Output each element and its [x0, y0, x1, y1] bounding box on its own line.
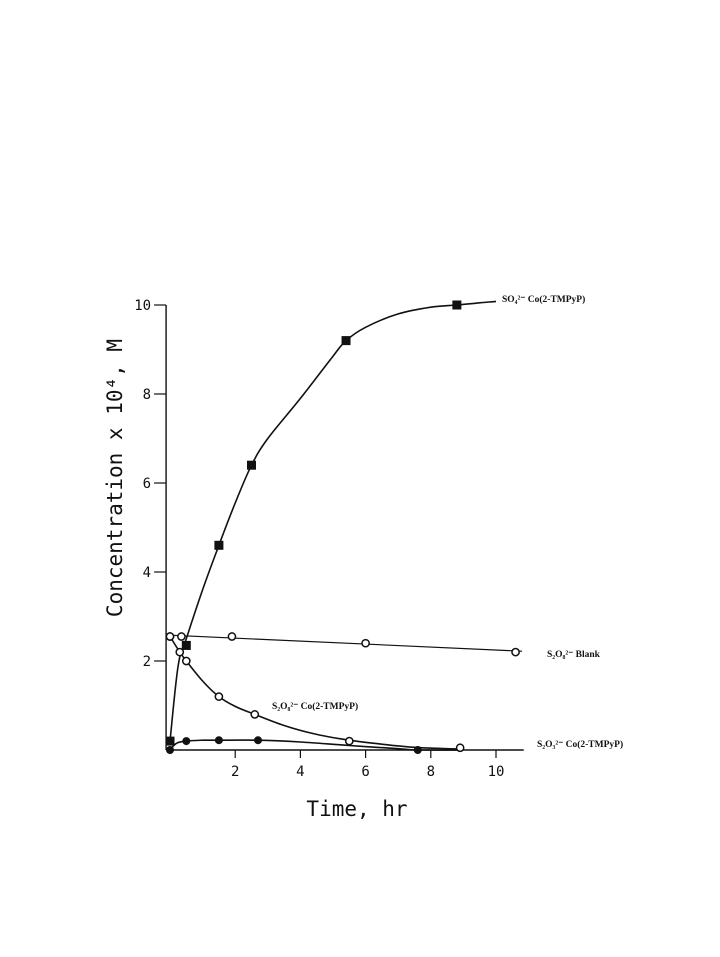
data-point-sulfate-cotmpyp — [452, 300, 462, 310]
data-point-persulfate-blank — [177, 632, 186, 641]
chart-axes: 2 4 6 8 10 2 4 6 8 10 Time, hr Concentration x 10⁴,… — [103, 298, 524, 821]
data-point-persulfate-cotmpyp — [344, 736, 354, 746]
data-point-thiosulfate-cotmpyp — [182, 737, 191, 746]
x-axis-title: Time, hr — [306, 797, 407, 821]
series-label-thiosulfate-cotmpyp: S₂O₃²⁻ Co(2-TMPyP) — [537, 739, 623, 750]
data-point-persulfate-cotmpyp — [175, 647, 185, 657]
y-tick-label: 6 — [143, 476, 151, 492]
data-point-thiosulfate-cotmpyp — [214, 736, 223, 745]
data-point-thiosulfate-cotmpyp — [166, 746, 174, 754]
data-point-thiosulfate-cotmpyp — [254, 736, 263, 745]
series-label-persulfate-blank: S₂O₈²⁻ Blank — [547, 650, 601, 660]
data-point-thiosulfate-cotmpyp — [413, 746, 422, 754]
y-tick-label: 8 — [143, 387, 151, 403]
data-point-persulfate-cotmpyp — [455, 743, 465, 753]
data-point-sulfate-cotmpyp — [214, 540, 224, 550]
y-tick-label: 10 — [134, 298, 151, 314]
x-tick-label: 6 — [361, 764, 369, 780]
series-label-sulfate-cotmpyp: SO₄²⁻ Co(2-TMPyP) — [502, 294, 585, 305]
series-line-sulfate-cotmpyp — [169, 300, 497, 742]
x-tick-label: 2 — [231, 764, 239, 780]
series-line-persulfate-cotmpyp — [169, 636, 464, 750]
chart-markers — [165, 300, 520, 754]
y-tick-label: 2 — [143, 654, 151, 670]
chart-labels: SO₄²⁻ Co(2-TMPyP) S₂O₈²⁻ Blank S₂O₈²⁻ Co(2… — [272, 294, 623, 750]
data-point-persulfate-blank — [361, 638, 370, 648]
data-point-sulfate-cotmpyp — [165, 736, 175, 746]
data-point-persulfate-blank — [511, 647, 520, 657]
data-point-sulfate-cotmpyp — [181, 640, 191, 650]
x-tick-label: 4 — [296, 764, 304, 780]
x-tick-label: 10 — [488, 764, 505, 780]
series-label-persulfate-cotmpyp: S₂O₈²⁻ Co(2-TMPyP) — [272, 701, 358, 712]
x-tick-label: 8 — [427, 764, 435, 780]
series-line-persulfate-blank — [169, 634, 523, 652]
data-point-persulfate-cotmpyp — [250, 710, 260, 719]
data-point-persulfate-blank — [227, 632, 237, 641]
y-tick-label: 4 — [143, 565, 151, 581]
data-point-persulfate-cotmpyp — [214, 692, 224, 701]
data-point-sulfate-cotmpyp — [247, 460, 256, 470]
data-point-persulfate-cotmpyp — [165, 632, 175, 641]
data-point-persulfate-cotmpyp — [181, 656, 191, 666]
chart-curves — [169, 300, 523, 751]
data-point-sulfate-cotmpyp — [341, 336, 351, 346]
y-axis-title: Concentration x 10⁴, M — [103, 339, 127, 617]
